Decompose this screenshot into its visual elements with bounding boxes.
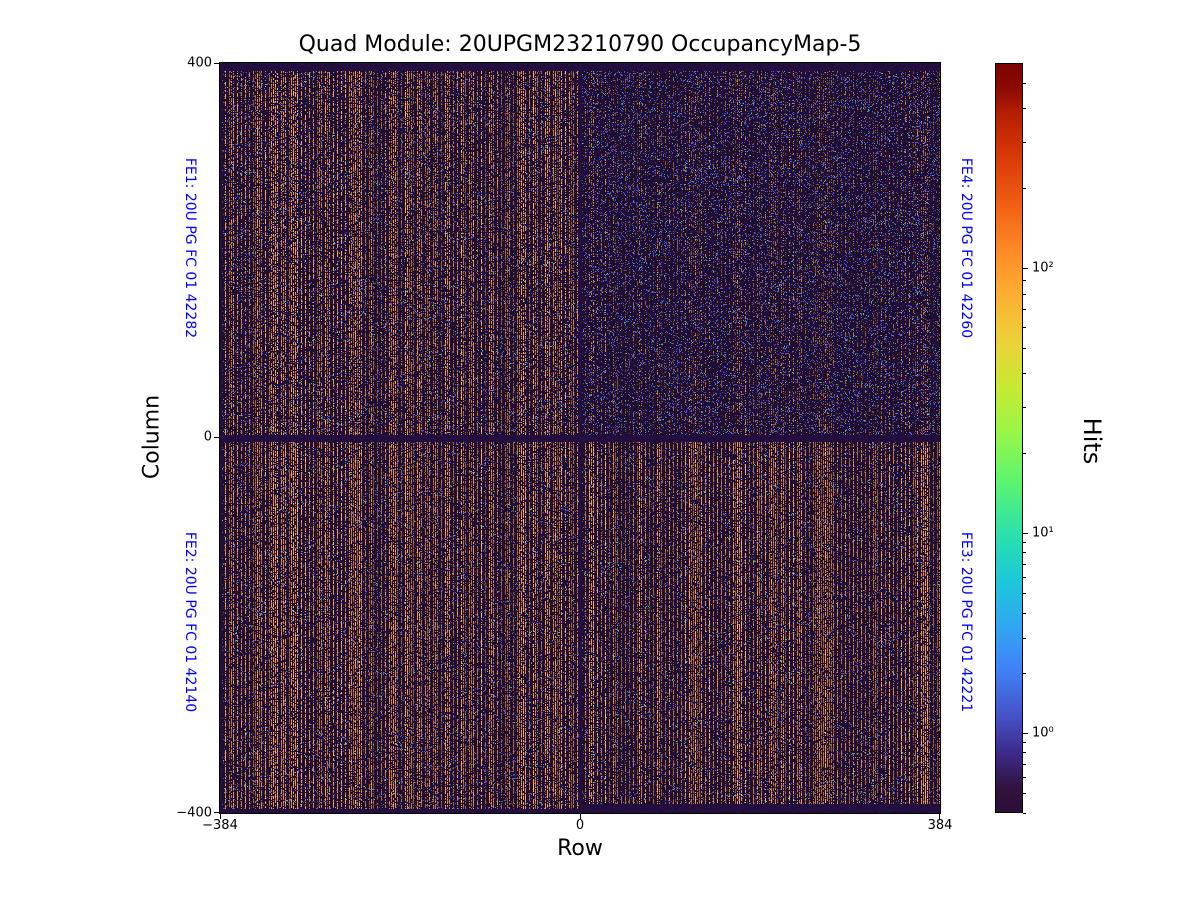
y-tick-mark — [214, 437, 219, 438]
fe2-label: FE2: 20U PG FC 01 42140 — [182, 531, 198, 713]
colorbar-minor-tick-mark — [1023, 742, 1026, 744]
colorbar-tick-label-1: 10⁰ — [1032, 725, 1054, 741]
fe4-label: FE4: 20U PG FC 01 42260 — [958, 157, 974, 339]
colorbar-tick-label-100: 10² — [1032, 260, 1054, 276]
colorbar-minor-tick-mark — [1023, 563, 1026, 565]
y-tick-label-zero: 0 — [203, 429, 212, 445]
x-axis-label: Row — [557, 836, 603, 861]
colorbar-tick-mark — [1023, 268, 1028, 269]
colorbar-minor-tick-mark — [1023, 637, 1026, 639]
colorbar-minor-tick-mark — [1023, 552, 1026, 554]
colorbar-minor-tick-mark — [1023, 577, 1026, 579]
colorbar-minor-tick-mark — [1023, 542, 1026, 544]
colorbar-tick-mark — [1023, 533, 1028, 534]
colorbar-minor-tick-mark — [1023, 763, 1026, 765]
colorbar-minor-tick-mark — [1023, 82, 1026, 84]
colorbar-minor-tick-mark — [1023, 793, 1026, 795]
y-tick-label-min: −400 — [176, 805, 212, 821]
colorbar-minor-tick-mark — [1023, 752, 1026, 754]
y-tick-mark — [214, 812, 219, 813]
colorbar-minor-tick-mark — [1023, 280, 1026, 282]
colorbar-minor-tick-mark — [1023, 309, 1026, 311]
colorbar — [995, 63, 1023, 813]
colorbar-minor-tick-mark — [1023, 777, 1026, 779]
colorbar-minor-tick-mark — [1023, 108, 1026, 110]
colorbar-minor-tick-mark — [1023, 373, 1026, 375]
colorbar-minor-tick-mark — [1023, 812, 1026, 814]
y-tick-label-max: 400 — [187, 55, 212, 71]
x-tick-label-max: 384 — [927, 818, 953, 833]
x-tick-mark — [580, 814, 581, 819]
x-tick-mark — [939, 814, 940, 819]
colorbar-minor-tick-mark — [1023, 453, 1026, 455]
colorbar-minor-tick-mark — [1023, 612, 1026, 614]
colorbar-minor-tick-mark — [1023, 188, 1026, 190]
colorbar-minor-tick-mark — [1023, 406, 1026, 408]
y-tick-mark — [214, 63, 219, 64]
colorbar-tick-label-10: 10¹ — [1032, 525, 1054, 541]
occupancy-heatmap-canvas — [220, 63, 940, 813]
colorbar-axis-label: Hits — [1078, 417, 1106, 465]
x-tick-mark — [220, 814, 221, 819]
colorbar-tick-mark — [1023, 733, 1028, 734]
plot-title: Quad Module: 20UPGM23210790 OccupancyMap… — [298, 32, 862, 57]
colorbar-minor-tick-mark — [1023, 347, 1026, 349]
colorbar-minor-tick-mark — [1023, 326, 1026, 328]
colorbar-minor-tick-mark — [1023, 672, 1026, 674]
colorbar-minor-tick-mark — [1023, 141, 1026, 143]
x-tick-label-min: −384 — [202, 818, 238, 833]
x-tick-label-zero: 0 — [575, 818, 585, 833]
colorbar-minor-tick-mark — [1023, 593, 1026, 595]
colorbar-minor-tick-mark — [1023, 293, 1026, 295]
heatmap-plot-area — [219, 62, 941, 814]
fe1-label: FE1: 20U PG FC 01 42282 — [182, 157, 198, 339]
fe3-label: FE3: 20U PG FC 01 42221 — [958, 531, 974, 713]
